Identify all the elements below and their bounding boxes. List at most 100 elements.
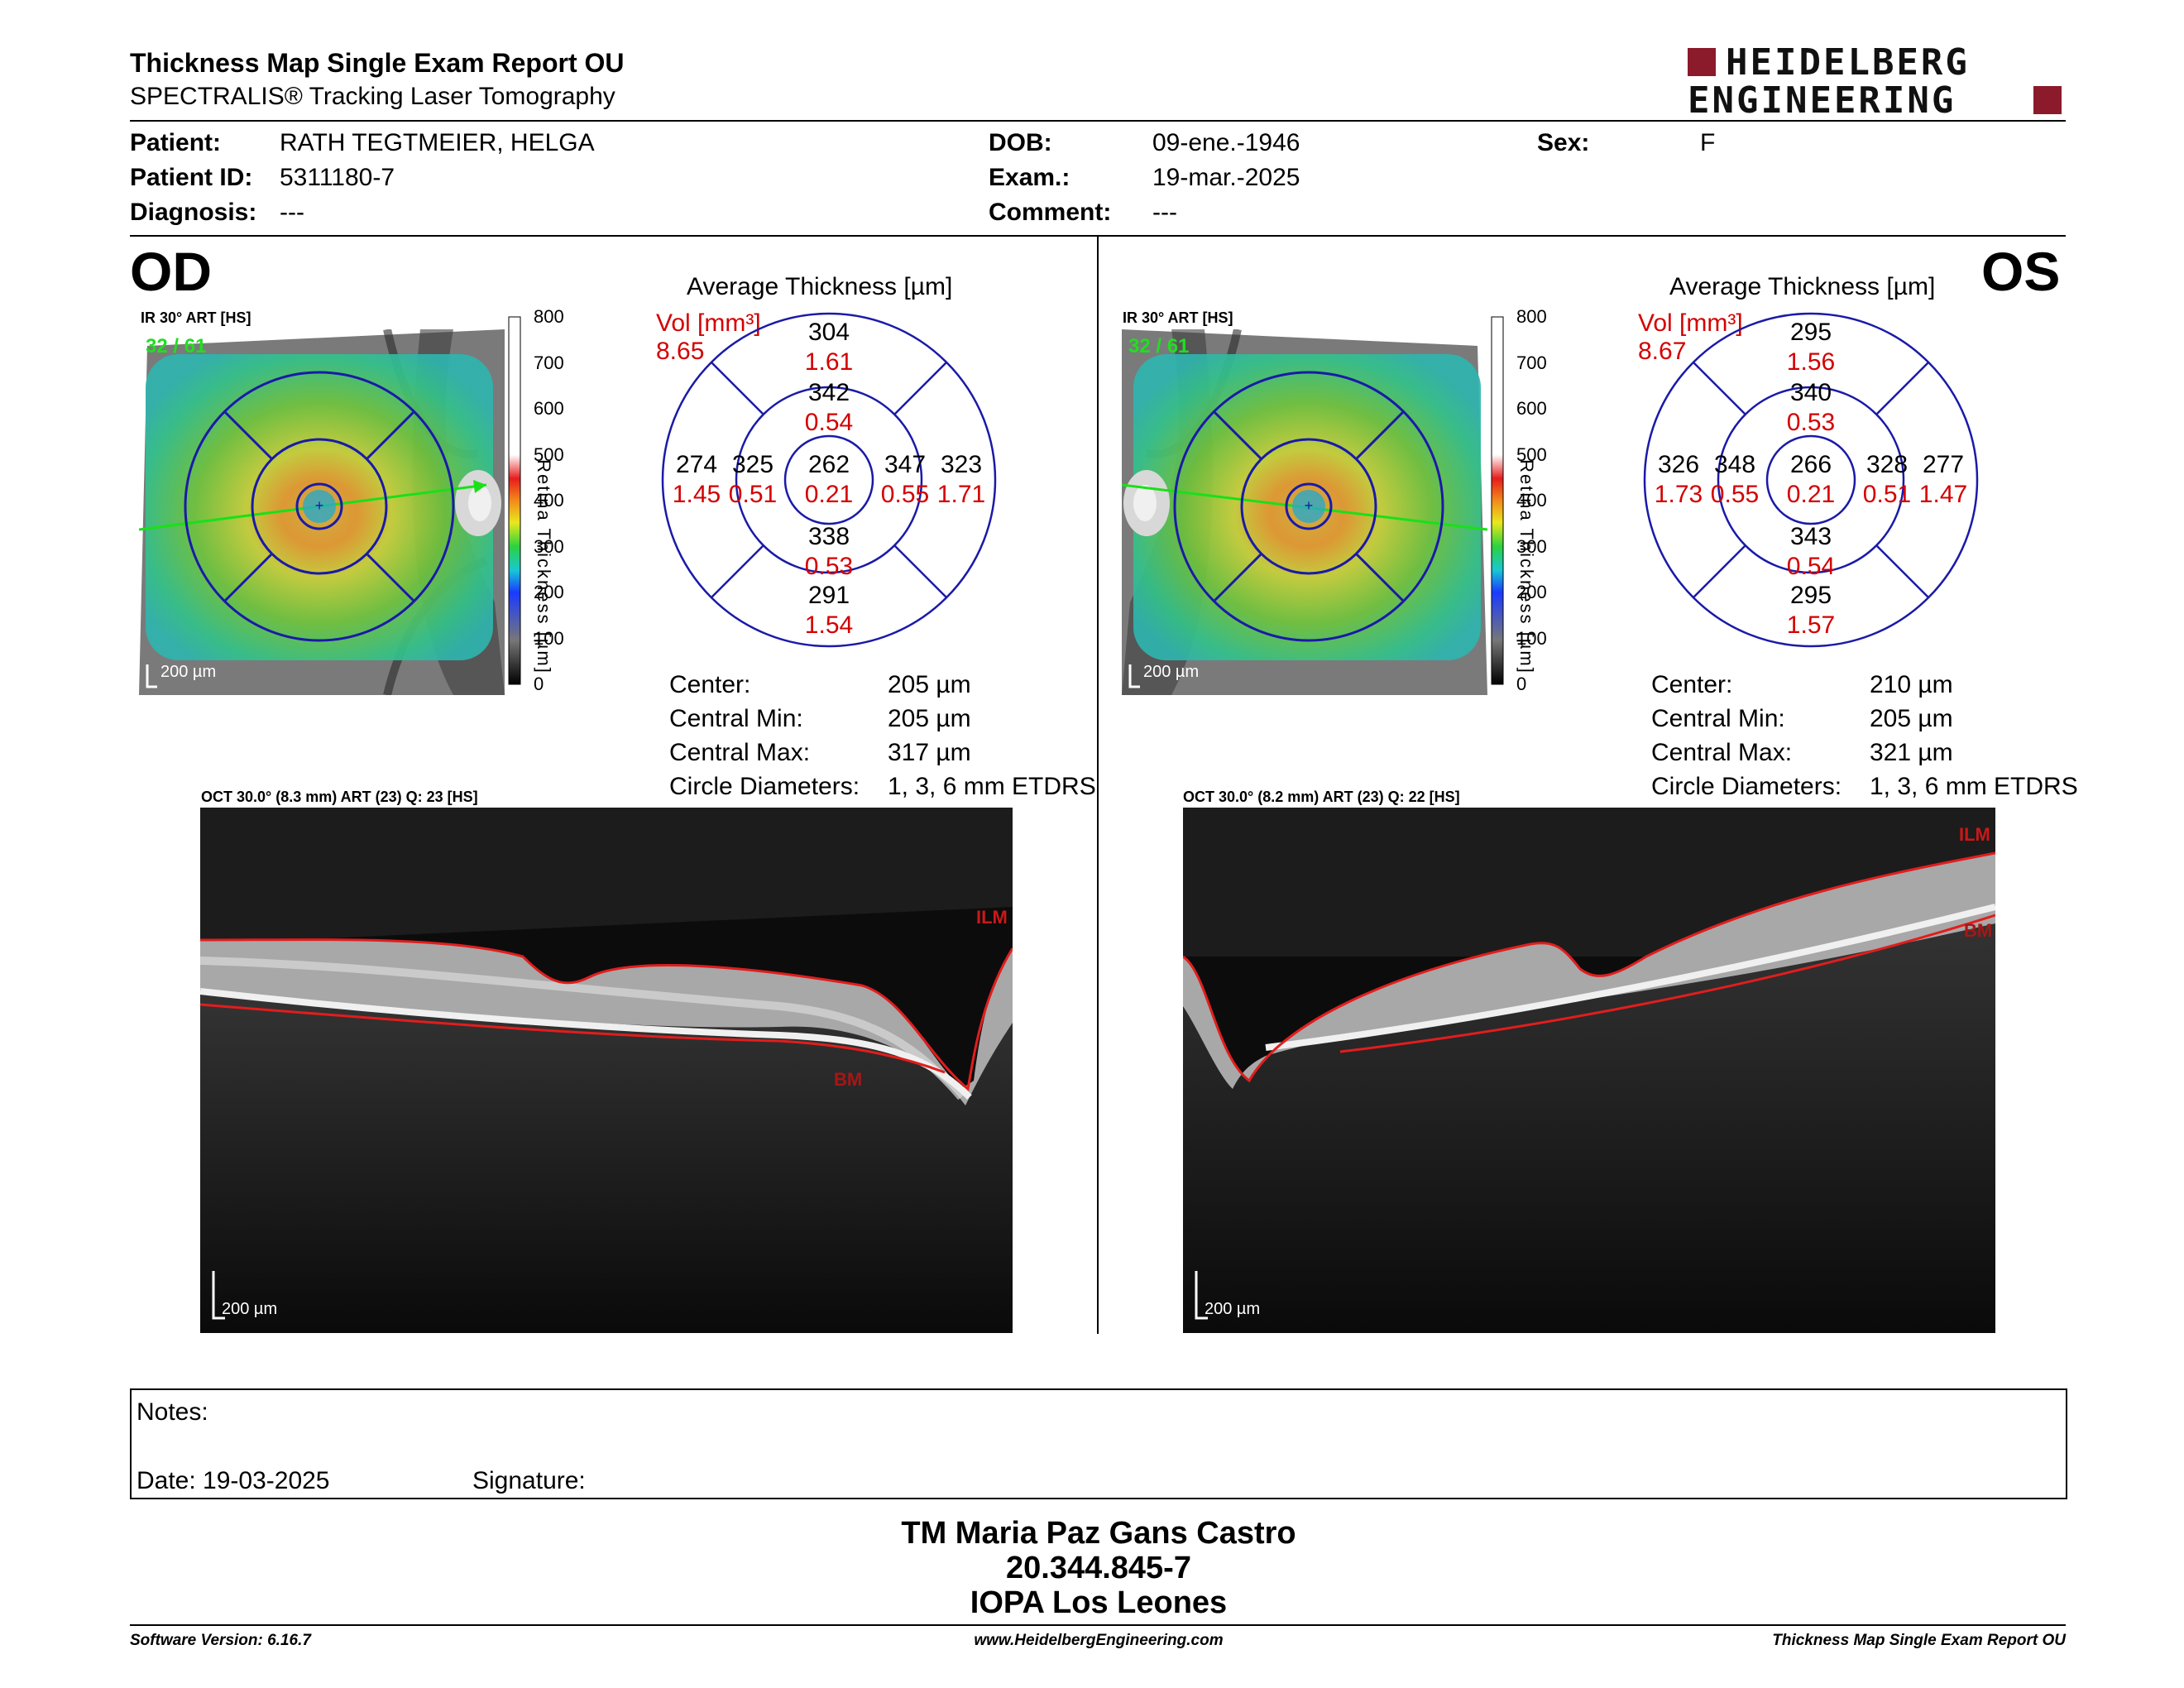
od-ir-scale: 200 µm — [160, 663, 216, 681]
os-colorbar-title: Retina Thickness [µm] — [1516, 459, 1537, 674]
sector-thickness: 348 — [1713, 451, 1756, 478]
sector-thickness: 304 — [807, 319, 850, 346]
sector-volume: 0.51 — [728, 481, 778, 508]
od-oct-scan: ILM BM 200 µm — [200, 808, 1013, 1333]
colorbar-tick: 400 — [1516, 490, 1547, 511]
od-fundus-map: + 32 / 61 200 µm — [139, 329, 505, 695]
signer-name: TM Maria Paz Gans Castro — [901, 1516, 1296, 1551]
os-fundus-map: + 32 / 61 200 µm — [1122, 329, 1487, 695]
sector-thickness: 325 — [731, 451, 774, 478]
sector-volume: 1.61 — [804, 348, 854, 376]
sector-volume: 1.73 — [1654, 481, 1703, 508]
notes-label: Notes: — [136, 1398, 208, 1426]
os-vol-label: Vol [mm³] — [1638, 309, 1743, 337]
sex-label: Sex: — [1537, 129, 1590, 156]
signature-label: Signature: — [472, 1467, 586, 1494]
sector-volume: 1.56 — [1786, 348, 1836, 376]
colorbar-tick: 700 — [534, 352, 564, 373]
grid-sector-tmp-in: 325 0.51 — [716, 450, 790, 510]
grid-sector-nas-in: 347 0.55 — [868, 450, 942, 510]
grid-sector-tmp-out: 326 1.73 — [1641, 450, 1716, 510]
footer-divider — [130, 1624, 2066, 1626]
colorbar-tick: 800 — [1516, 306, 1547, 327]
od-ir-count: 32 / 61 — [146, 335, 206, 357]
os-oct-label: OCT 30.0° (8.2 mm) ART (23) Q: 22 [HS] — [1183, 789, 1460, 805]
os-max-value: 321 µm — [1870, 739, 1953, 766]
sector-thickness: 266 — [1789, 451, 1832, 478]
grid-sector-nas-out: 323 1.71 — [924, 450, 999, 510]
sector-volume: 1.57 — [1786, 611, 1836, 639]
sector-thickness: 323 — [940, 451, 983, 478]
od-ir-label: IR 30° ART [HS] — [141, 309, 251, 326]
colorbar-tick: 400 — [534, 490, 564, 511]
colorbar-tick: 800 — [534, 306, 564, 327]
od-circle-label: Circle Diameters: — [669, 773, 860, 800]
colorbar-tick: 0 — [534, 674, 544, 694]
os-min-label: Central Min: — [1651, 705, 1785, 732]
os-eye-label: OS — [1981, 241, 2061, 302]
os-avg-title: Average Thickness [µm] — [1669, 273, 1936, 300]
grid-sector-tmp-out: 274 1.45 — [659, 450, 734, 510]
software-version: Software Version: 6.16.7 — [130, 1632, 311, 1649]
logo-line1: HEIDELBERG — [1726, 41, 1970, 84]
dob-value: 09-ene.-1946 — [1152, 129, 1300, 156]
grid-sector-sup-out: 304 1.61 — [792, 318, 866, 377]
od-avg-title: Average Thickness [µm] — [687, 273, 953, 300]
od-ilm-label: ILM — [976, 907, 1008, 928]
sector-volume: 1.54 — [804, 611, 854, 639]
grid-sector-nas-out: 277 1.47 — [1906, 450, 1980, 510]
sector-thickness: 326 — [1657, 451, 1700, 478]
grid-sector-sup-in: 340 0.53 — [1774, 378, 1848, 438]
sector-volume: 0.51 — [1862, 481, 1912, 508]
comment-label: Comment: — [989, 199, 1112, 226]
os-oct-scan: ILM BM 200 µm — [1183, 808, 1995, 1333]
footer-report-name: Thickness Map Single Exam Report OU — [1772, 1632, 2066, 1649]
dob-label: DOB: — [989, 129, 1052, 156]
os-oct-scale: 200 µm — [1205, 1300, 1260, 1318]
diagnosis-value: --- — [280, 199, 304, 226]
colorbar-tick: 500 — [534, 444, 564, 465]
sector-volume: 0.53 — [1786, 409, 1836, 436]
sector-thickness: 291 — [807, 582, 850, 609]
eye-divider — [1097, 237, 1099, 1334]
colorbar-tick: 600 — [534, 398, 564, 419]
os-bm-label: BM — [1964, 920, 1992, 941]
sector-volume: 1.71 — [936, 481, 986, 508]
os-ir-label: IR 30° ART [HS] — [1123, 309, 1233, 326]
od-bm-label: BM — [834, 1069, 862, 1090]
signer-rut: 20.344.845-7 — [1006, 1551, 1191, 1585]
logo-line2: ENGINEERING — [1688, 79, 1956, 122]
sector-volume: 0.21 — [1786, 481, 1836, 508]
os-vol-value: 8.67 — [1638, 338, 1687, 365]
od-circle-value: 1, 3, 6 mm ETDRS — [888, 773, 1096, 800]
od-center-label: Center: — [669, 671, 751, 698]
patient-value: RATH TEGTMEIER, HELGA — [280, 129, 595, 156]
grid-sector-inf-out: 295 1.57 — [1774, 581, 1848, 640]
colorbar-tick: 100 — [1516, 627, 1547, 649]
grid-sector-tmp-in: 348 0.55 — [1698, 450, 1772, 510]
od-vol-value: 8.65 — [656, 338, 705, 365]
website-link[interactable]: www.HeidelbergEngineering.com — [974, 1632, 1224, 1649]
sector-volume: 1.47 — [1918, 481, 1968, 508]
os-ilm-label: ILM — [1959, 824, 1990, 845]
patient-divider — [130, 235, 2066, 237]
date-label: Date: 19-03-2025 — [136, 1467, 330, 1494]
grid-sector-sup-out: 295 1.56 — [1774, 318, 1848, 377]
comment-value: --- — [1152, 199, 1177, 226]
od-vol-label: Vol [mm³] — [656, 309, 761, 337]
od-max-value: 317 µm — [888, 739, 971, 766]
notes-box[interactable]: Notes: Date: 19-03-2025 Signature: — [130, 1388, 2067, 1499]
patient-id-value: 5311180-7 — [280, 164, 395, 191]
sector-thickness: 277 — [1922, 451, 1965, 478]
sector-thickness: 262 — [807, 451, 850, 478]
colorbar-tick: 200 — [1516, 582, 1547, 602]
sector-volume: 0.55 — [880, 481, 930, 508]
signer-org: IOPA Los Leones — [970, 1585, 1228, 1620]
diagnosis-label: Diagnosis: — [130, 199, 257, 226]
os-colorbar — [1491, 316, 1504, 685]
sector-volume: 0.21 — [804, 481, 854, 508]
sector-thickness: 295 — [1789, 582, 1832, 609]
od-max-label: Central Max: — [669, 739, 811, 766]
sector-thickness: 347 — [884, 451, 927, 478]
od-min-label: Central Min: — [669, 705, 803, 732]
